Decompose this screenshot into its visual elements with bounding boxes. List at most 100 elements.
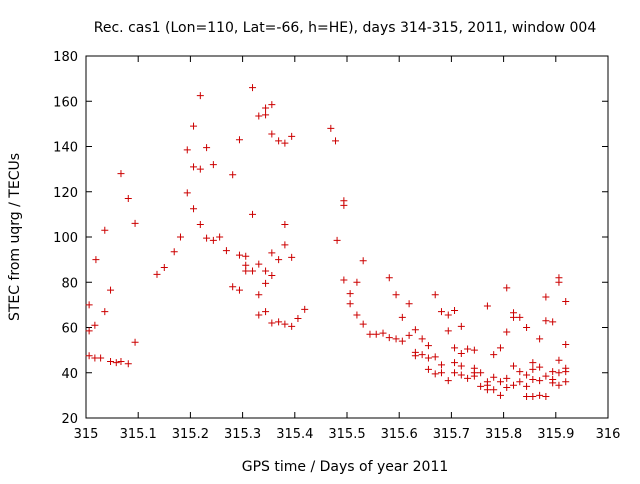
data-point — [431, 353, 439, 361]
data-point — [562, 368, 570, 376]
data-point — [288, 253, 296, 261]
data-point — [107, 286, 115, 294]
data-point — [196, 165, 204, 173]
data-point — [124, 360, 132, 368]
data-point — [359, 257, 367, 265]
x-tick-label: 315.9 — [537, 427, 574, 442]
data-point — [424, 354, 432, 362]
data-point — [97, 354, 105, 362]
x-tick-label: 315 — [74, 427, 99, 442]
data-point — [536, 363, 544, 371]
data-point — [249, 267, 257, 275]
data-point — [405, 300, 413, 308]
data-point — [490, 373, 498, 381]
x-tick-label: 315.1 — [120, 427, 157, 442]
data-point — [262, 308, 270, 316]
plot-frame — [85, 55, 609, 419]
data-point — [529, 359, 537, 367]
x-axis-label: GPS time / Days of year 2011 — [242, 459, 449, 475]
data-point — [431, 291, 439, 299]
data-point — [255, 260, 263, 268]
data-point — [510, 381, 518, 389]
data-point — [183, 146, 191, 154]
data-point — [346, 290, 354, 298]
y-tick-label: 120 — [53, 186, 78, 201]
data-point — [542, 293, 550, 301]
data-point — [372, 330, 380, 338]
data-point — [92, 256, 100, 264]
data-point — [340, 201, 348, 209]
data-point — [555, 278, 563, 286]
data-point — [275, 318, 283, 326]
data-point — [196, 92, 204, 100]
data-point — [153, 270, 161, 278]
data-point — [385, 334, 393, 342]
data-point — [101, 308, 109, 316]
data-point — [332, 137, 340, 145]
data-point — [418, 335, 426, 343]
data-point — [536, 377, 544, 385]
data-point — [353, 278, 361, 286]
data-point — [496, 378, 504, 386]
x-tick-label: 315.7 — [433, 427, 470, 442]
data-point — [268, 130, 276, 138]
y-tick-label: 160 — [53, 95, 78, 110]
data-point — [249, 210, 257, 218]
data-point — [457, 350, 465, 358]
data-point — [542, 317, 550, 325]
data-point — [255, 311, 263, 319]
data-point — [398, 313, 406, 321]
data-point — [242, 267, 250, 275]
data-point — [392, 335, 400, 343]
data-point — [444, 377, 452, 385]
data-point — [496, 391, 504, 399]
data-point — [385, 274, 393, 282]
data-point — [424, 342, 432, 350]
data-point — [85, 352, 93, 360]
data-point — [275, 256, 283, 264]
data-point — [235, 251, 243, 259]
data-point — [209, 236, 217, 244]
data-point — [457, 371, 465, 379]
x-tick-label: 316 — [596, 427, 621, 442]
data-point — [333, 236, 341, 244]
data-point — [294, 314, 302, 322]
data-point — [176, 233, 184, 241]
data-point — [457, 322, 465, 330]
data-point — [451, 369, 459, 377]
data-point — [555, 369, 563, 377]
data-point — [523, 382, 531, 390]
data-point — [101, 226, 109, 234]
data-point — [268, 271, 276, 279]
data-point — [464, 345, 472, 353]
data-point — [529, 376, 537, 384]
data-point — [411, 352, 419, 360]
data-point — [281, 221, 289, 229]
data-point — [405, 331, 413, 339]
data-point — [503, 383, 511, 391]
data-point — [411, 326, 419, 334]
data-point — [190, 122, 198, 130]
data-point — [160, 264, 168, 272]
y-tick-label: 180 — [53, 50, 78, 65]
data-point — [542, 372, 550, 380]
data-point — [496, 344, 504, 352]
data-point — [418, 351, 426, 359]
data-point — [536, 391, 544, 399]
data-point — [190, 205, 198, 213]
data-point — [490, 351, 498, 359]
data-point — [555, 356, 563, 364]
y-tick-label: 20 — [61, 412, 78, 427]
data-point — [216, 233, 224, 241]
data-point — [562, 340, 570, 348]
data-points — [85, 84, 570, 401]
data-point — [190, 163, 198, 171]
data-point — [503, 328, 511, 336]
data-point — [464, 374, 472, 382]
data-point — [510, 313, 518, 321]
data-point — [477, 382, 485, 390]
data-point — [117, 170, 125, 178]
data-point — [281, 320, 289, 328]
data-point — [536, 335, 544, 343]
